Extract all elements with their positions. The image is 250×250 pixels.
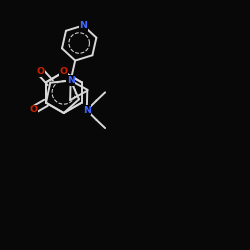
Text: N: N — [67, 76, 75, 85]
Text: N: N — [79, 21, 87, 30]
Text: N: N — [83, 106, 91, 115]
Text: O: O — [30, 106, 38, 114]
Text: O: O — [36, 68, 44, 76]
Text: O: O — [60, 68, 68, 76]
